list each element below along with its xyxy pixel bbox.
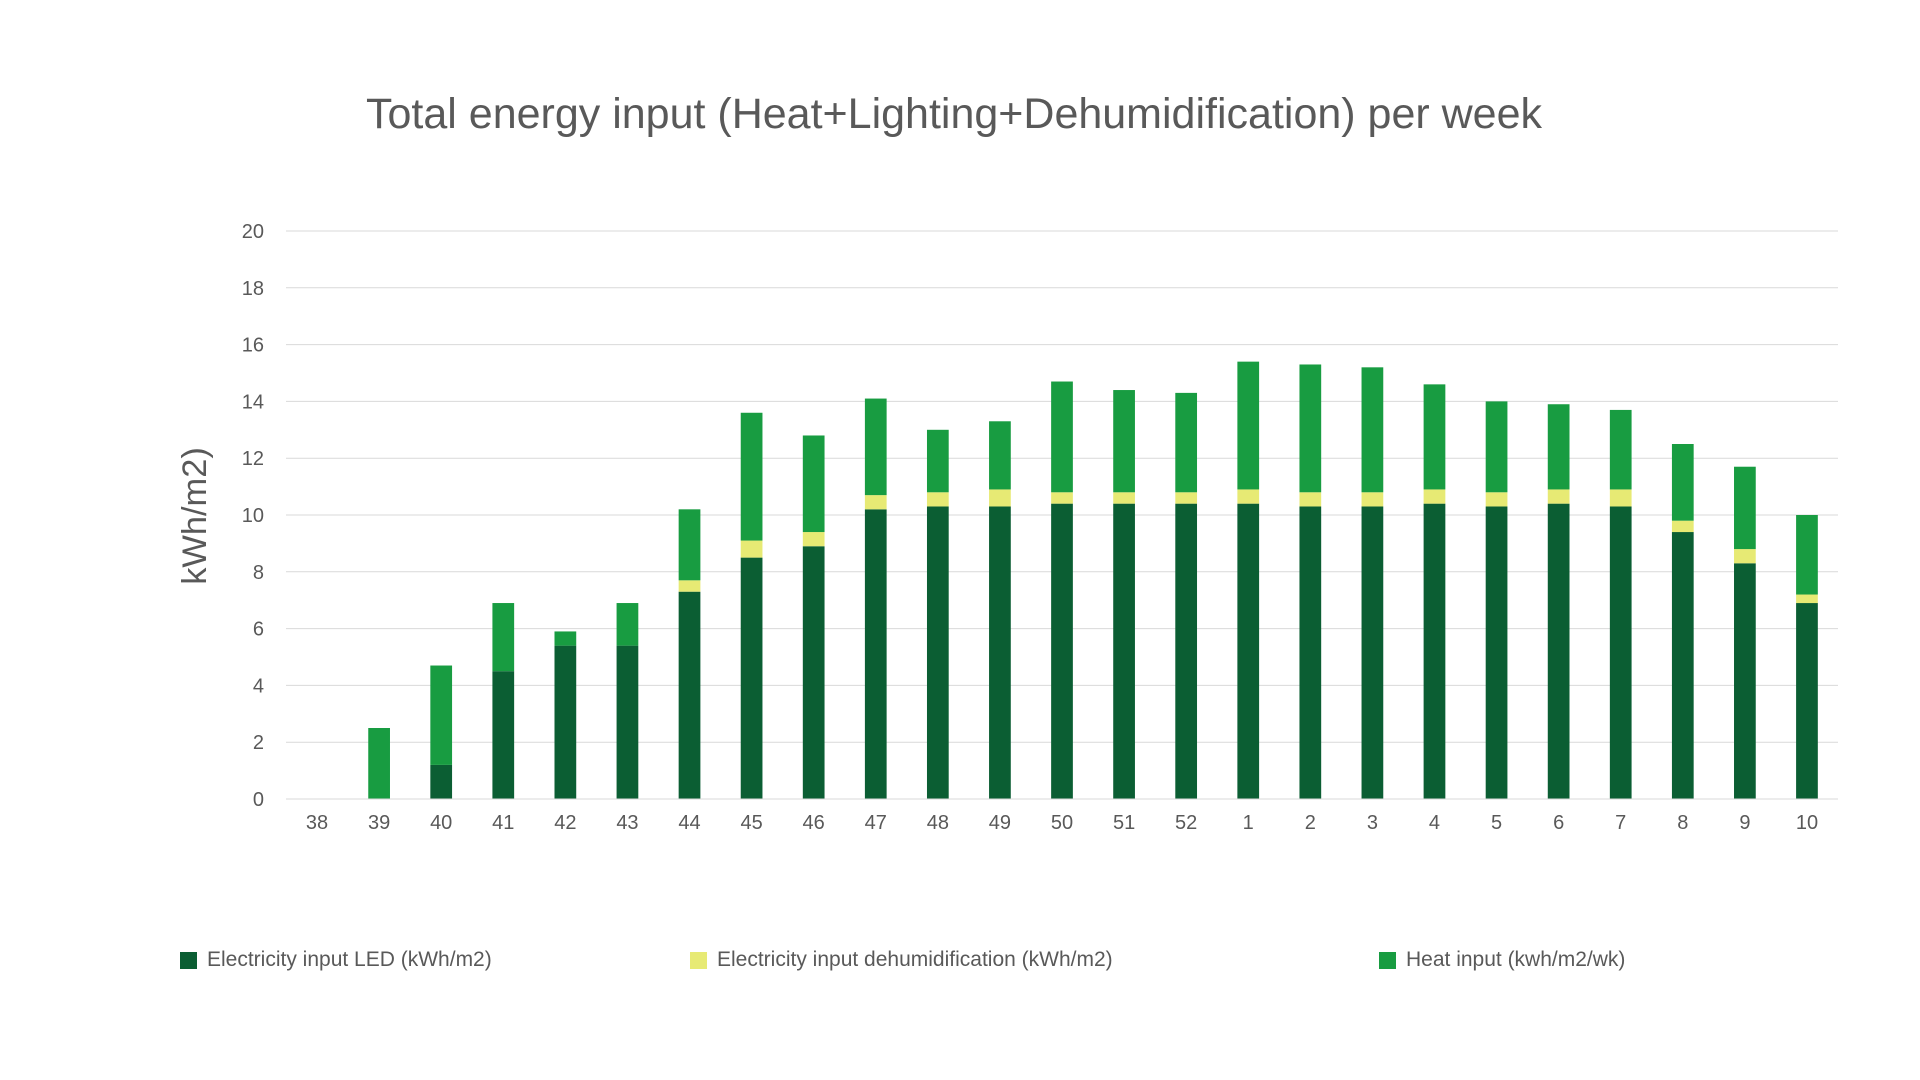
svg-text:44: 44: [678, 812, 700, 834]
svg-text:45: 45: [740, 812, 762, 834]
svg-text:7: 7: [1615, 812, 1626, 834]
svg-text:8: 8: [1677, 812, 1688, 834]
svg-text:10: 10: [1796, 812, 1818, 834]
svg-text:18: 18: [242, 278, 264, 300]
svg-text:4: 4: [253, 675, 264, 697]
svg-text:50: 50: [1051, 812, 1073, 834]
svg-text:51: 51: [1113, 812, 1135, 834]
svg-text:20: 20: [242, 221, 264, 243]
svg-text:9: 9: [1739, 812, 1750, 834]
svg-text:0: 0: [253, 789, 264, 811]
svg-text:52: 52: [1175, 812, 1197, 834]
svg-text:47: 47: [865, 812, 887, 834]
svg-text:10: 10: [242, 505, 264, 527]
svg-text:38: 38: [306, 812, 328, 834]
svg-text:2: 2: [1305, 812, 1316, 834]
svg-text:43: 43: [616, 812, 638, 834]
svg-text:8: 8: [253, 562, 264, 584]
svg-text:42: 42: [554, 812, 576, 834]
svg-text:49: 49: [989, 812, 1011, 834]
svg-text:2: 2: [253, 732, 264, 754]
svg-text:1: 1: [1243, 812, 1254, 834]
svg-text:12: 12: [242, 448, 264, 470]
svg-text:41: 41: [492, 812, 514, 834]
svg-text:3: 3: [1367, 812, 1378, 834]
svg-text:39: 39: [368, 812, 390, 834]
svg-text:46: 46: [803, 812, 825, 834]
svg-text:5: 5: [1491, 812, 1502, 834]
svg-text:16: 16: [242, 335, 264, 357]
svg-text:14: 14: [242, 391, 264, 413]
svg-text:kWh/m2): kWh/m2): [176, 447, 214, 585]
svg-text:4: 4: [1429, 812, 1440, 834]
svg-text:6: 6: [1553, 812, 1564, 834]
svg-text:6: 6: [253, 619, 264, 641]
svg-text:40: 40: [430, 812, 452, 834]
svg-text:48: 48: [927, 812, 949, 834]
